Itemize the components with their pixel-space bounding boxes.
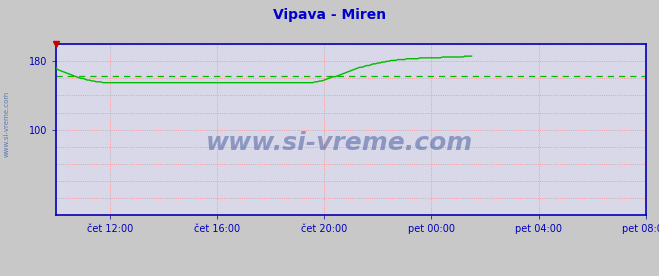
Text: www.si-vreme.com: www.si-vreme.com [3, 91, 9, 157]
Text: Vipava - Miren: Vipava - Miren [273, 8, 386, 22]
Text: www.si-vreme.com: www.si-vreme.com [206, 131, 473, 155]
